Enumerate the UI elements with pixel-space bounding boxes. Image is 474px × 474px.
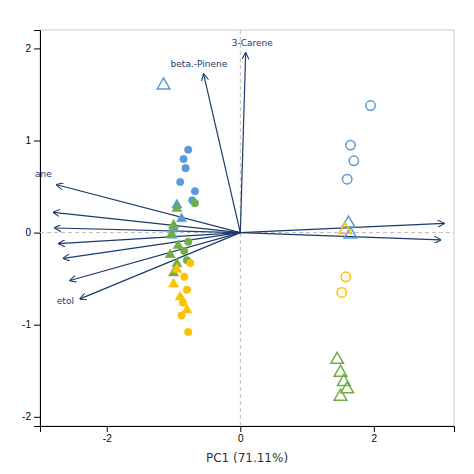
x-axis-tick-label: 0: [238, 433, 244, 444]
plot-frame: [40, 30, 454, 426]
y-axis-tick-label: -1: [22, 319, 31, 330]
y-axis-tick: 1: [25, 135, 40, 146]
arrow-label: ane: [35, 169, 52, 179]
x-axis-tick: -2: [103, 426, 112, 444]
x-axis-tick-label: 2: [372, 433, 378, 444]
point: [166, 229, 176, 238]
point: [334, 389, 347, 400]
x-axis-tick: 2: [372, 426, 378, 444]
biplot-arrow: [80, 233, 240, 299]
x-axis-tick-mark: [107, 426, 108, 432]
x-axis-tick-mark: [374, 426, 375, 432]
point: [172, 264, 182, 273]
point: [175, 291, 185, 300]
arrow-label: beta.-Pinene: [171, 59, 228, 69]
y-axis-tick: 0: [25, 227, 40, 238]
x-axis-tick-label: -2: [103, 433, 112, 444]
point: [186, 259, 194, 267]
x-axis-tick: 0: [238, 426, 244, 444]
biplot-arrow: [240, 223, 444, 232]
annotations: beta.-Pinene 3-Carene ane etol: [35, 38, 273, 307]
point: [339, 223, 352, 234]
point: [157, 78, 170, 89]
y-axis-tick-mark: [34, 48, 40, 49]
chart: -2 0 2 -2 -1 0 1 2 beta.-Pinene 3-Carene ane etol PC…: [0, 0, 474, 474]
y-axis-tick-label: -2: [22, 411, 31, 422]
point: [168, 278, 178, 287]
point: [182, 164, 190, 172]
y-axis-tick-label: 0: [25, 227, 31, 238]
x-axis: -2 0 2: [41, 426, 455, 444]
y-axis-tick: 2: [25, 43, 40, 54]
y-axis-tick-mark: [34, 417, 40, 418]
point: [337, 288, 346, 297]
point: [341, 272, 350, 281]
data-area: [40, 30, 454, 426]
biplot-arrow: [53, 212, 240, 232]
point: [191, 187, 199, 195]
y-axis-tick-mark: [34, 141, 40, 142]
point: [180, 273, 188, 281]
point: [165, 249, 175, 258]
point: [173, 240, 183, 249]
biplot-arrow: [55, 228, 241, 233]
arrow-label: 3-Carene: [232, 38, 274, 48]
point: [349, 156, 358, 165]
y-axis-tick-label: 2: [25, 43, 31, 54]
biplot-arrow: [240, 53, 245, 233]
point: [334, 365, 347, 376]
biplot-arrow: [204, 74, 241, 232]
x-axis-title: PC1 (71.11%): [206, 451, 288, 465]
point: [331, 352, 344, 363]
y-axis: -2 -1 0 1 2: [22, 31, 40, 427]
point: [184, 238, 192, 246]
arrow-label: etol: [57, 296, 74, 306]
point: [183, 286, 191, 294]
y-axis-tick: -1: [22, 319, 40, 330]
point: [184, 328, 192, 336]
biplot-arrow: [59, 233, 241, 244]
plot: -2 0 2 -2 -1 0 1 2 beta.-Pinene 3-Carene ane etol: [22, 30, 454, 444]
point: [366, 101, 375, 110]
y-axis-tick-mark: [34, 233, 40, 234]
biplot-arrow: [70, 233, 240, 281]
point: [191, 199, 199, 207]
biplot-arrow: [63, 233, 240, 259]
point: [342, 174, 351, 183]
point: [341, 382, 354, 393]
biplot-arrow: [57, 185, 241, 233]
point: [172, 203, 182, 212]
point: [168, 219, 178, 228]
y-axis-tick-label: 1: [25, 135, 31, 146]
y-axis-tick: -2: [22, 411, 40, 422]
y-axis-tick-mark: [34, 325, 40, 326]
point: [176, 178, 184, 186]
point: [180, 155, 188, 163]
y-axis-line: [34, 31, 41, 427]
point: [346, 140, 355, 149]
point: [176, 213, 186, 222]
x-axis-line: [41, 427, 455, 433]
point: [184, 146, 192, 154]
point: [167, 229, 177, 238]
point: [182, 304, 192, 313]
x-axis-tick-mark: [240, 426, 241, 432]
